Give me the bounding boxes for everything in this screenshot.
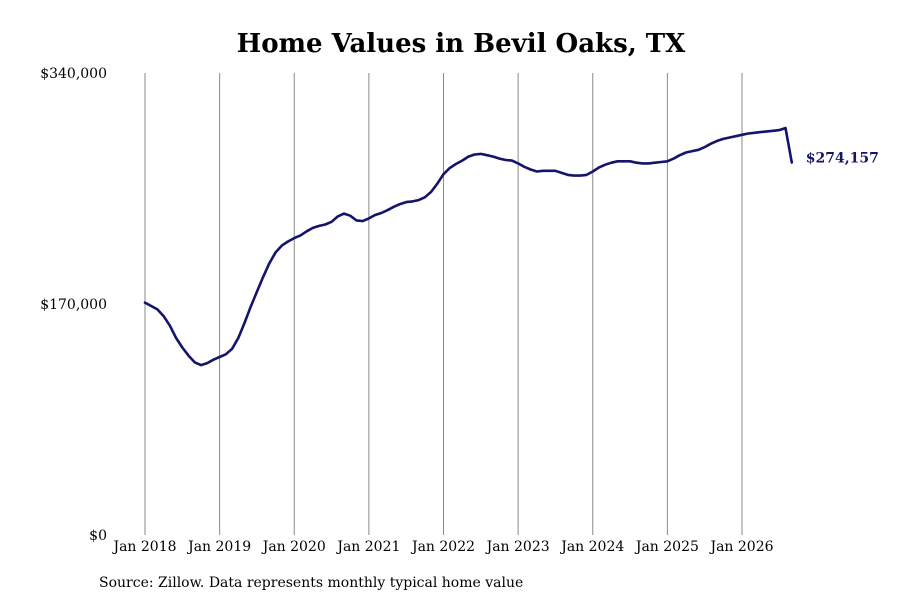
x-tick-label: Jan 2021 [335,539,400,555]
x-tick-label: Jan 2023 [485,539,550,555]
y-tick-label: $340,000 [40,66,107,82]
x-tick-label: Jan 2018 [111,539,176,555]
source-note: Source: Zillow. Data represents monthly … [99,575,523,591]
x-tick-label: Jan 2022 [410,539,475,555]
x-tick-label: Jan 2026 [708,539,773,555]
vertical-gridlines [144,73,743,535]
x-tick-label: Jan 2019 [186,539,251,555]
x-tick-label: Jan 2024 [559,539,624,555]
chart-title: Home Values in Bevil Oaks, TX [237,29,687,59]
y-tick-label: $0 [89,528,107,544]
x-tick-label: Jan 2025 [634,539,699,555]
x-axis-tick-labels: Jan 2018 Jan 2019 Jan 2020 Jan 2021 Jan 2022… [111,539,773,555]
y-tick-label: $170,000 [40,297,107,313]
x-tick-label: Jan 2020 [261,539,326,555]
home-value-line [143,126,794,367]
latest-value-label: $274,157 [806,150,879,166]
y-axis-tick-labels: $0 $170,000 $340,000 [40,66,107,544]
